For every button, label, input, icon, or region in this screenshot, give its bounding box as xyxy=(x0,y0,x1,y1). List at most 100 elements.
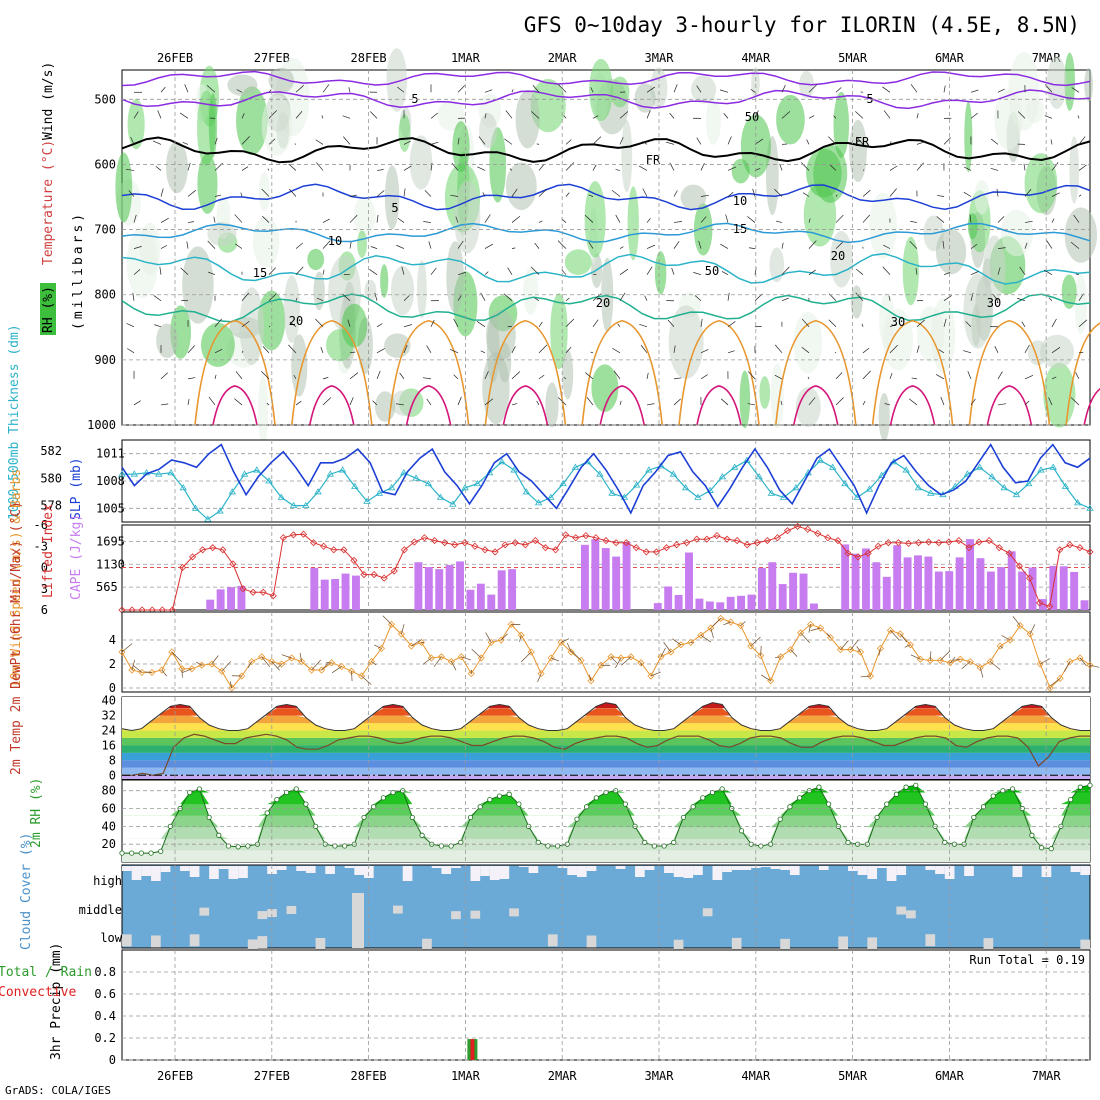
wind-barb xyxy=(801,318,810,328)
rh-shade-blob xyxy=(550,293,568,370)
li-line-point xyxy=(400,546,408,554)
li-line-point xyxy=(925,538,933,546)
wind-barb xyxy=(1021,321,1026,327)
wind-barb xyxy=(665,141,675,145)
wind-barb xyxy=(1024,400,1030,406)
wind-barb xyxy=(752,188,756,197)
wind-barb xyxy=(403,345,408,353)
li-line-point xyxy=(279,534,287,542)
rh2m-line-point xyxy=(409,814,415,821)
low-cloud-gap xyxy=(1080,939,1090,952)
li-line-point xyxy=(773,534,781,542)
high-cloud-gap xyxy=(857,866,868,875)
thickness-line-point xyxy=(1000,484,1008,491)
wind-barb xyxy=(342,293,351,301)
wind-barb xyxy=(347,319,351,327)
wind-barb xyxy=(428,241,432,249)
wind-barb xyxy=(511,403,518,406)
rh2m-line-point xyxy=(535,839,541,845)
y-tick-label: 580 xyxy=(40,471,62,485)
wind-barb-10m xyxy=(196,661,203,666)
wind-barb xyxy=(727,321,736,328)
wind-barb xyxy=(943,295,952,302)
high-cloud-gap xyxy=(818,866,829,870)
wind-barb xyxy=(781,85,786,93)
wind-barb xyxy=(774,188,783,197)
wind-barb-10m xyxy=(840,640,849,650)
wind-barb xyxy=(396,244,405,249)
wind-speed-line-point xyxy=(238,672,246,680)
wind-barb-10m xyxy=(570,650,582,661)
thickness-line-point xyxy=(559,479,567,487)
y-tick-label: 1005 xyxy=(96,501,125,515)
wind-barb xyxy=(208,396,216,406)
rh-shade-blob xyxy=(523,268,539,315)
cape-panel-content: -6 -3 0 3 6 1695 1130 565 xyxy=(34,518,1094,617)
rh-shade-blob xyxy=(166,141,188,194)
mid-cloud-gap xyxy=(199,907,210,916)
wind-barb-10m xyxy=(878,648,881,656)
li-line-point xyxy=(622,539,630,547)
rh2m-line-point xyxy=(342,843,348,849)
wind-barb xyxy=(1078,194,1082,197)
low-cloud-gap xyxy=(422,938,432,951)
wind-barb xyxy=(780,400,783,406)
wind-speed-line-point xyxy=(657,653,665,661)
mid-cloud-gap xyxy=(267,909,277,918)
rh2m-line-point xyxy=(458,839,464,845)
cape-bar xyxy=(955,557,964,610)
rh2m-line-point xyxy=(651,843,658,849)
wind-barb xyxy=(484,243,494,249)
thickness-line-point xyxy=(1086,504,1094,511)
rh-shade-blob xyxy=(591,364,619,412)
cape-bar xyxy=(997,567,1006,610)
rh2m-line-point xyxy=(816,784,822,790)
isotherm-35-arch xyxy=(696,385,742,426)
rh-shade-blob xyxy=(770,363,784,429)
wind-barb xyxy=(534,242,540,249)
thickness-line-point xyxy=(608,489,616,496)
wind-speed-line-point xyxy=(188,665,196,673)
high-cloud-gap xyxy=(141,866,152,876)
cape-bar xyxy=(435,569,444,610)
wind-barb xyxy=(835,372,843,380)
rh-shade-blob xyxy=(453,181,481,254)
li-line-point xyxy=(854,553,862,561)
wind-barb xyxy=(157,110,162,119)
wind-barb xyxy=(430,141,439,145)
wind-barb xyxy=(748,247,756,249)
high-cloud-gap xyxy=(780,866,790,870)
wind-barb xyxy=(289,321,297,328)
y-tick-label: -3 xyxy=(34,539,48,553)
rh-shade-blob xyxy=(964,101,973,173)
wind-barb xyxy=(316,297,324,302)
wind-barb xyxy=(349,241,352,249)
wind-speed-line-point xyxy=(118,648,126,656)
wind-speed-line-point xyxy=(497,636,505,644)
wind-barb xyxy=(970,292,974,301)
wind-barb xyxy=(511,215,521,223)
thickness-line-point xyxy=(289,501,298,508)
rh-legend-swatch xyxy=(40,283,56,335)
wind-barb xyxy=(619,292,626,301)
wind-barb xyxy=(403,140,411,145)
high-cloud-gap xyxy=(683,866,694,878)
rh-shade-blob xyxy=(849,119,867,183)
low-cloud-gap xyxy=(586,935,597,948)
wind-barb xyxy=(457,271,467,276)
wind-barb xyxy=(376,190,385,197)
wind-barb-10m xyxy=(710,627,714,639)
rh-shade-blob xyxy=(878,392,890,442)
rh2m-line-point xyxy=(129,850,135,856)
total-rain-label: Total / Rain xyxy=(0,965,92,980)
isotherm-35-arch xyxy=(889,385,936,426)
y-tick-label: 578 xyxy=(40,499,62,513)
wind-barb xyxy=(241,292,250,301)
high-cloud-gap xyxy=(1041,866,1052,877)
wind-speed-line-point xyxy=(258,653,266,661)
cape-bar xyxy=(809,603,818,610)
rh-shade-blob xyxy=(357,230,367,258)
y-tick-label: 0.8 xyxy=(94,965,116,979)
li-line-point xyxy=(1076,544,1084,552)
rh2m-line-point xyxy=(477,804,483,810)
